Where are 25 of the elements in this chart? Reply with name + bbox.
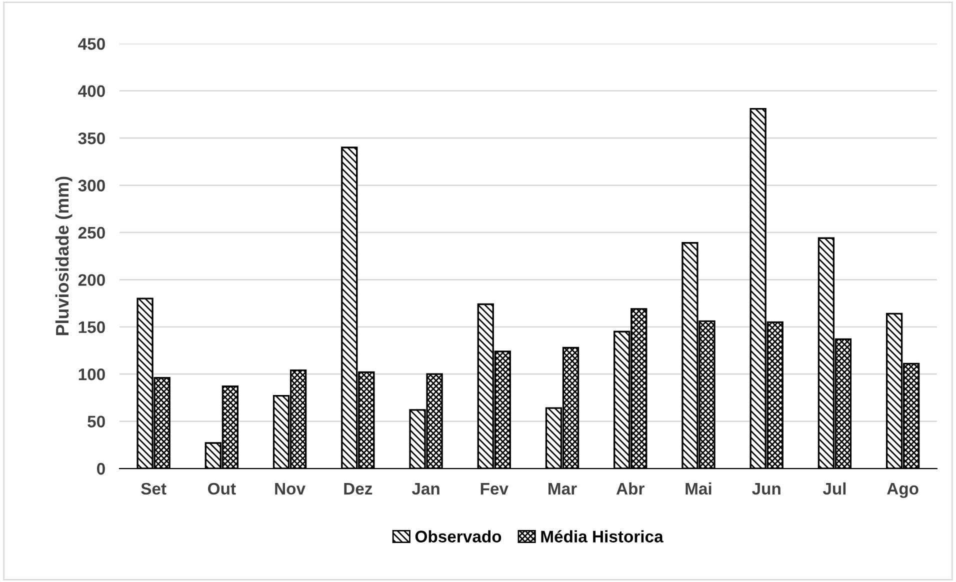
x-tick-label: Jul: [822, 482, 846, 495]
x-tick-label: Set: [141, 482, 166, 495]
y-tick-label: 450: [78, 38, 105, 50]
x-tick-label: Jan: [412, 483, 440, 495]
x-tick-label: Mar: [548, 483, 577, 495]
legend-label: Média Historica: [541, 530, 664, 542]
y-tick-label: 200: [78, 274, 105, 286]
y-tick-label: 150: [78, 321, 105, 334]
y-tick-label: 300: [78, 180, 105, 192]
y-tick-label: 250: [78, 226, 105, 239]
x-tick-label: Dez: [344, 483, 372, 495]
x-tick-label: Ago: [887, 482, 918, 498]
x-tick-label: Abr: [616, 482, 644, 495]
x-tick-label: Jun: [752, 483, 780, 495]
y-tick-label: 100: [78, 368, 105, 380]
y-tick-label: 350: [78, 132, 105, 144]
x-tick-label: Out: [208, 482, 236, 495]
y-tick-label: 50: [88, 416, 105, 428]
y-tick-label: 0: [97, 462, 105, 475]
legend-label: Observado: [415, 530, 502, 542]
x-tick-label: Fev: [480, 483, 508, 495]
y-tick-label: 400: [78, 85, 105, 98]
x-tick-label: Nov: [275, 483, 306, 495]
y-axis-title: Pluviosidade (mm): [55, 176, 72, 336]
x-tick-label: Mai: [686, 482, 712, 495]
